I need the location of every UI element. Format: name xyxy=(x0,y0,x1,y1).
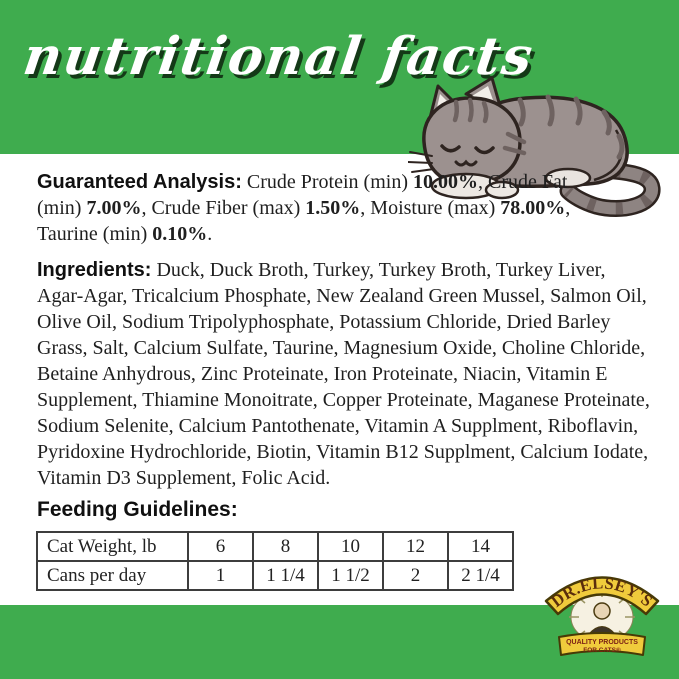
cell-weight-2: 8 xyxy=(252,531,319,562)
cell-weight-3: 10 xyxy=(317,531,384,562)
ga-text-10: . xyxy=(207,223,213,245)
dr-elseys-logo: DR.ELSEY'S QUALITY PRODUCTS FOR CATS® xyxy=(539,559,665,665)
cat-body-stripes xyxy=(517,94,625,160)
row-header-cans-per-day: Cans per day xyxy=(36,560,189,591)
table-row-cat-weight: Cat Weight, lb 6 8 10 12 14 xyxy=(36,531,514,562)
ingredients-paragraph: Ingredients: Duck, Duck Broth, Turkey, T… xyxy=(37,257,655,491)
ingredients-text: Duck, Duck Broth, Turkey, Turkey Broth, … xyxy=(37,259,650,489)
cell-weight-1: 6 xyxy=(187,531,254,562)
logo-tagline-line2: FOR CATS® xyxy=(583,646,621,654)
cat-whiskers xyxy=(407,151,435,173)
ga-text-6: , Moisture (max) xyxy=(360,197,501,219)
cat-rear-paw xyxy=(544,167,592,189)
cat-mouth xyxy=(454,159,478,167)
dr-elseys-logo-icon: DR.ELSEY'S QUALITY PRODUCTS FOR CATS® xyxy=(544,573,660,656)
ga-value-moisture: 78.00% xyxy=(500,197,566,219)
ga-value-protein: 10.00% xyxy=(412,171,478,193)
cell-cans-4: 2 xyxy=(382,560,449,591)
logo-bottom-ribbon: QUALITY PRODUCTS FOR CATS® xyxy=(558,632,646,656)
cat-front-paws xyxy=(430,172,520,200)
cat-eyes-closed xyxy=(440,144,495,155)
ga-text-8: , Taurine (min) xyxy=(37,197,571,245)
ga-value-fat: 7.00% xyxy=(86,197,142,219)
ga-text-2: , Crude Fat (min) xyxy=(37,171,568,219)
cat-head-stripes xyxy=(452,97,527,156)
cell-cans-3: 1 1/2 xyxy=(317,560,384,591)
ga-text-0: Crude Protein (min) xyxy=(246,171,413,193)
ga-value-taurine: 0.10% xyxy=(152,223,208,245)
cell-weight-5: 14 xyxy=(447,531,514,562)
sleeping-cat-icon xyxy=(407,76,661,218)
guaranteed-analysis-label: Guaranteed Analysis: xyxy=(37,171,242,193)
cell-weight-4: 12 xyxy=(382,531,449,562)
table-row-cans-per-day: Cans per day 1 1 1/4 1 1/2 2 2 1/4 xyxy=(36,560,514,591)
cell-cans-2: 1 1/4 xyxy=(252,560,319,591)
feeding-guidelines-table: Cat Weight, lb 6 8 10 12 14 Cans per day… xyxy=(36,531,514,591)
ga-text-4: , Crude Fiber (max) xyxy=(141,197,306,219)
ga-value-fiber: 1.50% xyxy=(305,197,361,219)
guaranteed-analysis-paragraph: Guaranteed Analysis: Crude Protein (min)… xyxy=(37,169,589,247)
feeding-guidelines-heading: Feeding Guidelines: xyxy=(37,498,238,521)
cell-cans-5: 2 1/4 xyxy=(447,560,514,591)
ingredients-label: Ingredients: xyxy=(37,259,152,281)
sleeping-cat-illustration xyxy=(407,72,670,220)
logo-tagline-line1: QUALITY PRODUCTS xyxy=(566,639,638,646)
cell-cans-1: 1 xyxy=(187,560,254,591)
row-header-cat-weight: Cat Weight, lb xyxy=(36,531,189,562)
